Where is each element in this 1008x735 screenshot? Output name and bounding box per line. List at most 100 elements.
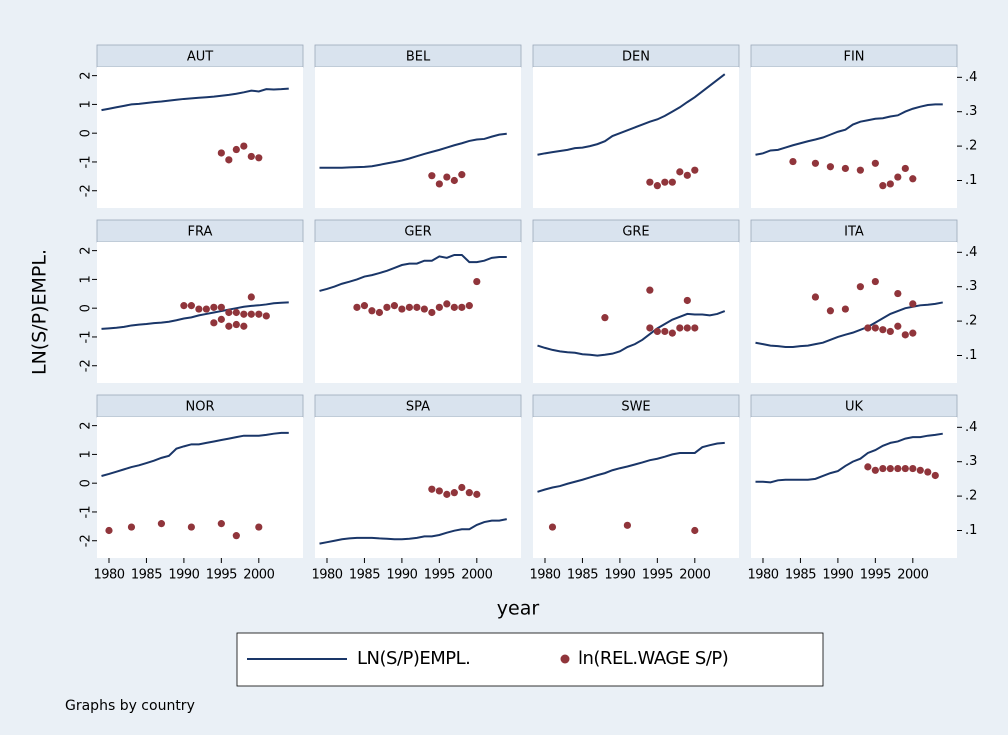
scatter-point <box>383 303 391 311</box>
line <box>101 301 289 330</box>
x-tick-label: 1990 <box>604 568 635 583</box>
scatter-point <box>247 152 255 161</box>
scatter-point <box>901 464 909 473</box>
y-tick-label: -1 <box>79 505 94 518</box>
x-tick-label: 2000 <box>897 568 928 583</box>
scatter-point <box>157 520 166 528</box>
scatter-point <box>871 324 879 332</box>
scatter-point <box>428 172 436 180</box>
panel-title: GER <box>404 225 431 240</box>
x-tick-label: 1995 <box>424 568 455 583</box>
scatter-point <box>435 303 443 311</box>
y-tick-label: 2 <box>79 71 94 79</box>
scatter-point <box>105 526 113 535</box>
x-tick-label: 1990 <box>822 568 853 583</box>
legend-label: LN(S/P)EMPL. <box>357 648 470 669</box>
scatter-point <box>232 532 240 540</box>
scatter-point <box>443 173 451 181</box>
y-tick-label: -1 <box>79 330 94 343</box>
scatter-point <box>443 300 451 308</box>
line <box>537 310 726 357</box>
scatter-point <box>465 302 473 310</box>
scatter-point <box>646 324 654 332</box>
line <box>101 431 289 477</box>
scatter-point <box>368 307 376 315</box>
panel-title: UK <box>845 400 864 415</box>
scatter-point <box>465 489 473 497</box>
x-tick-label: 1995 <box>206 568 237 583</box>
scatter-point <box>225 156 233 164</box>
y-tick-label: -2 <box>79 184 94 197</box>
scatter-point <box>871 466 879 474</box>
scatter-point <box>691 526 699 535</box>
line <box>537 441 725 493</box>
y-tick-label: 2 <box>79 421 94 429</box>
y2-tick-label: .3 <box>965 104 977 119</box>
y2-tick-label: .3 <box>965 454 977 469</box>
scatter-point <box>646 178 654 186</box>
scatter-point <box>909 464 917 473</box>
scatter-point <box>232 320 240 329</box>
scatter-point <box>420 305 428 313</box>
panel-title: SPA <box>406 400 430 415</box>
plot-area <box>533 417 739 558</box>
y2-tick-label: .4 <box>965 70 977 85</box>
panel-title: NOR <box>186 400 215 415</box>
scatter-point <box>916 466 924 474</box>
scatter-point <box>398 305 406 313</box>
y2-tick-label: .2 <box>965 489 977 504</box>
scatter-point <box>473 277 481 286</box>
y2-tick-label: .3 <box>965 279 977 294</box>
scatter-point <box>180 302 188 310</box>
scatter-point <box>450 176 458 185</box>
panel-title: BEL <box>406 50 431 65</box>
y-tick-label: 0 <box>79 129 94 137</box>
y-tick-label: -1 <box>79 155 94 168</box>
scatter-point <box>676 168 684 176</box>
scatter-point <box>646 286 654 294</box>
scatter-point <box>217 303 225 311</box>
line <box>319 253 507 292</box>
line <box>537 73 726 156</box>
scatter-point <box>886 464 894 473</box>
x-tick-label: 1980 <box>93 568 124 583</box>
y-tick-label: 2 <box>79 246 94 254</box>
scatter-point <box>217 315 225 323</box>
legend-label: ln(REL.WAGE S/P) <box>578 648 728 669</box>
scatter-point <box>428 308 436 317</box>
scatter-point <box>187 523 195 531</box>
scatter-point <box>262 312 270 320</box>
scatter-point <box>601 314 609 322</box>
scatter-point <box>548 523 557 531</box>
scatter-point <box>210 303 218 311</box>
scatter-point <box>924 468 932 476</box>
scatter-point <box>458 483 466 492</box>
plot-area <box>97 67 303 208</box>
line <box>101 87 289 112</box>
scatter-point <box>247 310 255 318</box>
x-tick-label: 1985 <box>785 568 816 583</box>
scatter-point <box>405 303 413 311</box>
scatter-point <box>435 487 443 495</box>
scatter-point <box>450 489 458 497</box>
scatter-point <box>623 521 631 529</box>
panel-title: ITA <box>844 225 864 240</box>
line <box>755 432 943 484</box>
scatter-point <box>390 302 399 310</box>
scatter-point <box>864 324 872 332</box>
scatter-point <box>683 171 691 179</box>
scatter-point <box>668 329 676 337</box>
y2-tick-label: .1 <box>965 348 977 363</box>
x-tick-label: 1980 <box>529 568 560 583</box>
plot-area <box>751 67 957 208</box>
y2-tick-label: .4 <box>965 245 977 260</box>
scatter-point <box>909 175 917 183</box>
y2-tick-label: .4 <box>965 420 977 435</box>
y-tick-label: -2 <box>79 359 94 372</box>
x-tick-label: 1985 <box>349 568 380 583</box>
scatter-point <box>661 327 669 336</box>
scatter-point <box>683 296 691 305</box>
scatter-point <box>458 303 466 311</box>
scatter-point <box>202 305 210 313</box>
y2-tick-label: .1 <box>965 173 977 188</box>
